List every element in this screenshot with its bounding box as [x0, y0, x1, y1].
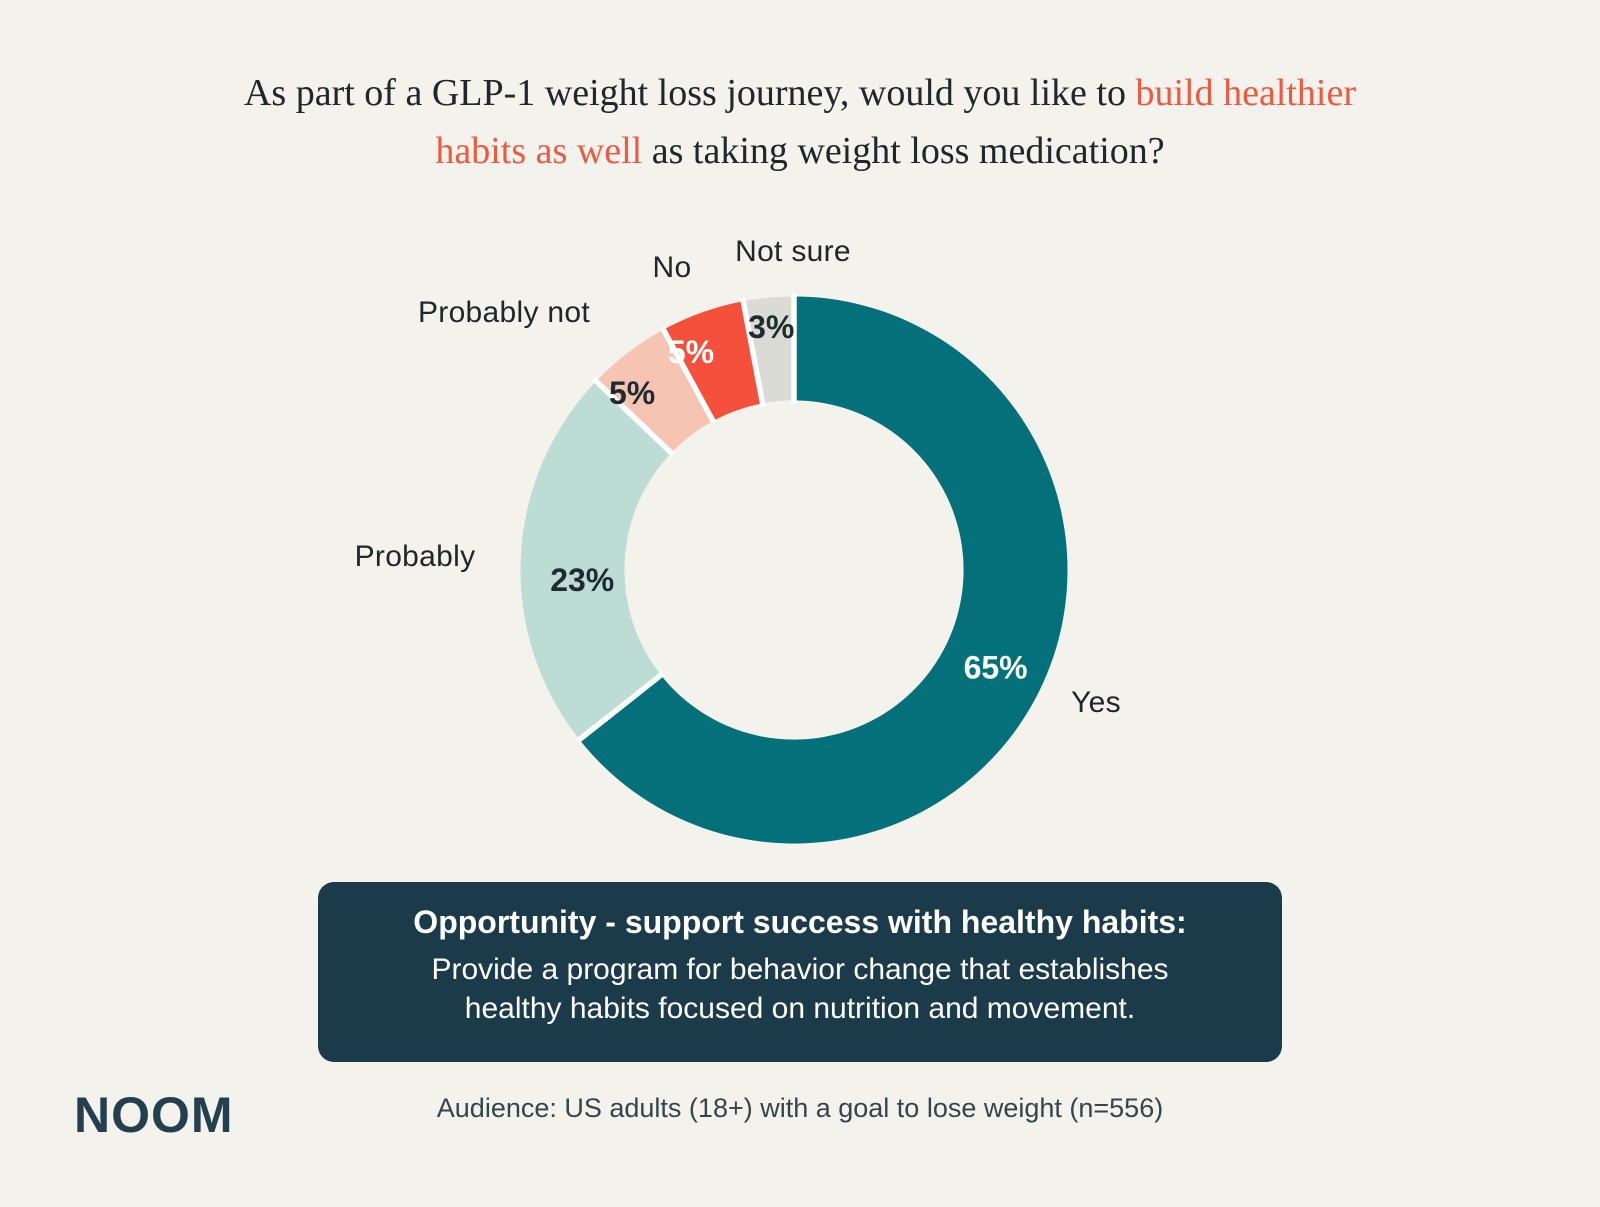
donut-chart: 65% 23% 5% 5% 3% [520, 293, 1068, 844]
title-text-1: As part of a GLP-1 weight loss journey, … [243, 72, 1126, 114]
pct-label-not-sure: 3% [748, 309, 794, 345]
title-text-2: as taking weight loss medication? [651, 130, 1165, 172]
slice-label-probably: Probably [354, 540, 476, 573]
slice-separator [659, 325, 717, 425]
slice-label-yes: Yes [1071, 686, 1121, 719]
donut-slice-not-sure [743, 296, 794, 404]
slice-separator [575, 671, 666, 744]
slice-label-probably-not: Probably not [417, 296, 591, 329]
question-title-line2: habits as well as taking weight loss med… [0, 122, 1600, 180]
question-title: As part of a GLP-1 weight loss journey, … [0, 64, 1600, 180]
slice-separator [592, 377, 676, 457]
pct-label-no: 5% [668, 334, 714, 370]
callout-heading: Opportunity - support success with healt… [413, 904, 1187, 940]
question-title-line1: As part of a GLP-1 weight loss journey, … [0, 64, 1600, 122]
callout-body: Provide a program for behavior change th… [431, 953, 1169, 1025]
audience-note: Audience: US adults (18+) with a goal to… [436, 1093, 1164, 1123]
donut-slice-yes [579, 296, 1068, 844]
donut-slice-probably-not [596, 329, 714, 453]
opportunity-callout: Opportunity - support success with healt… [318, 882, 1282, 1062]
donut-slice-no [663, 301, 763, 421]
pct-label-probably: 23% [550, 562, 614, 598]
noom-logo: NOOM [74, 1087, 234, 1143]
pct-label-probably-not: 5% [609, 375, 655, 411]
slice-label-not-sure: Not sure [735, 235, 851, 268]
donut-slice-probably [520, 381, 672, 740]
title-accent-1: build healthier [1135, 72, 1357, 114]
slice-label-no: No [652, 251, 692, 284]
title-accent-2: habits as well [435, 130, 643, 172]
slice-separator [739, 297, 766, 407]
pct-label-yes: 65% [964, 650, 1028, 686]
